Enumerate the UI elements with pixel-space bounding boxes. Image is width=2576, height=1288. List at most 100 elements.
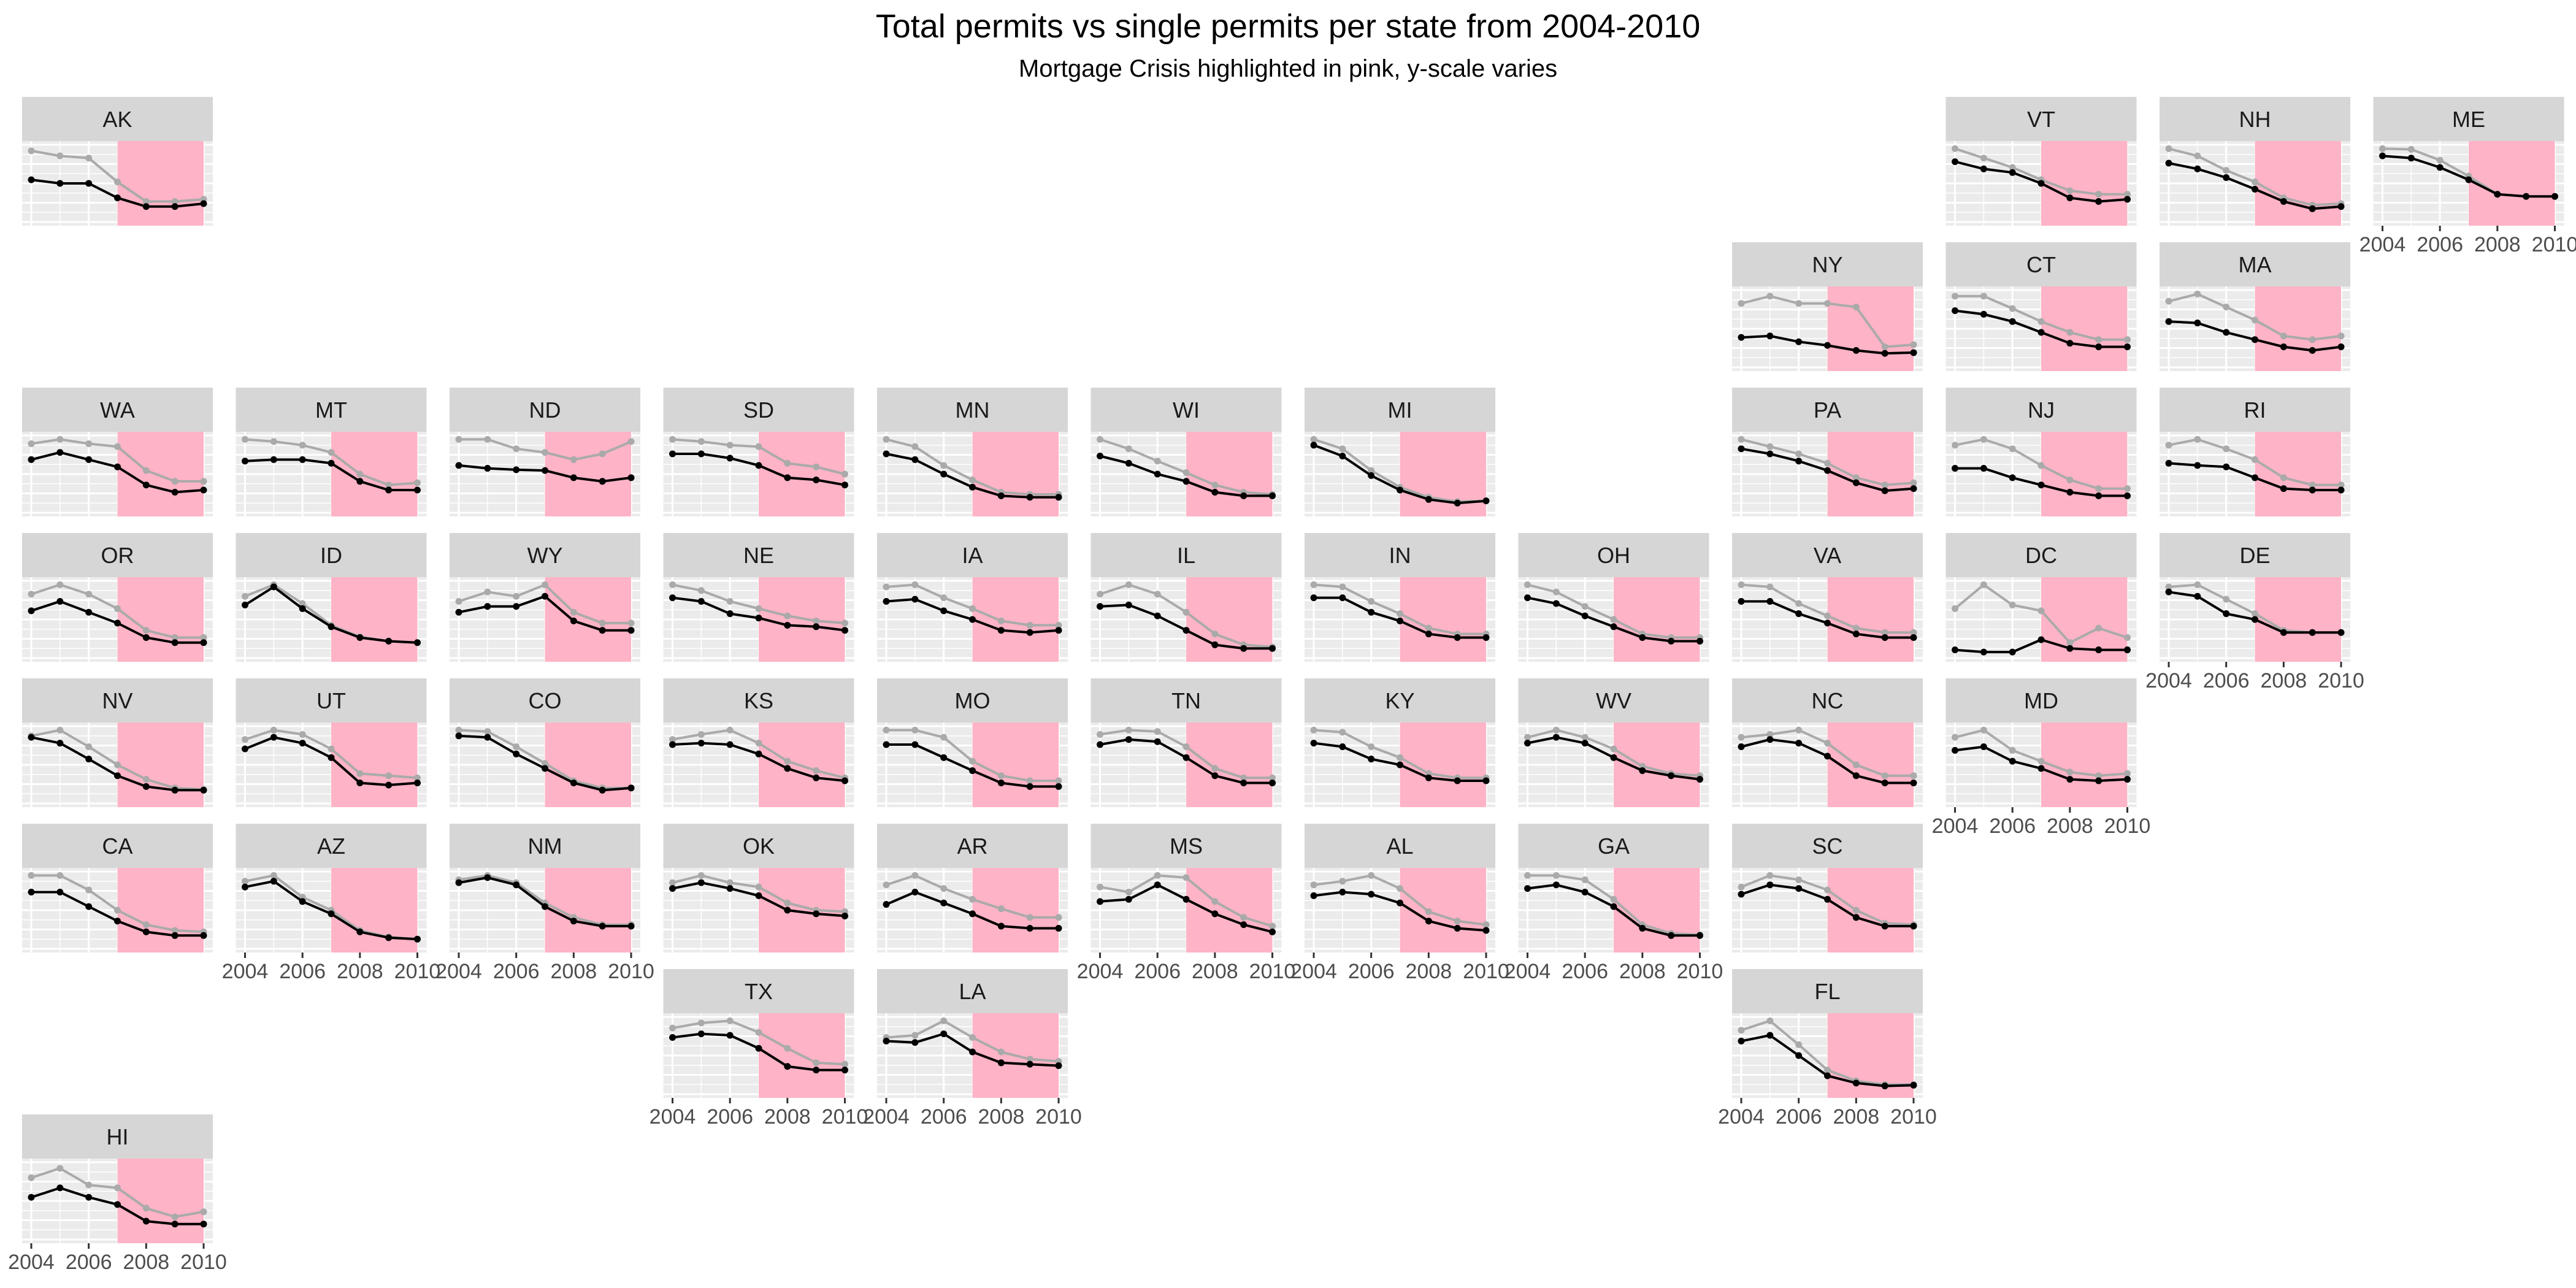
state-panel: TN bbox=[1091, 678, 1282, 807]
total-permits-point bbox=[455, 598, 462, 605]
single-permits-point bbox=[142, 928, 150, 935]
panel-state-label: GA bbox=[1598, 834, 1630, 859]
total-permits-point bbox=[1097, 883, 1103, 891]
single-permits-point bbox=[1824, 467, 1831, 474]
total-permits-point bbox=[1055, 914, 1062, 921]
crisis-highlight bbox=[545, 577, 631, 662]
single-permits-point bbox=[1425, 631, 1432, 638]
state-panel: AK bbox=[22, 97, 213, 226]
panel-strip bbox=[2160, 242, 2350, 286]
panel-state-label: MO bbox=[955, 688, 991, 713]
total-permits-point bbox=[997, 772, 1005, 780]
crisis-highlight bbox=[1827, 432, 1914, 516]
single-permits-point bbox=[1795, 458, 1803, 465]
x-axis-tick-label: 2008 bbox=[123, 1251, 170, 1274]
single-permits-point bbox=[2095, 646, 2103, 654]
crisis-highlight bbox=[117, 141, 204, 226]
panel-strip bbox=[877, 969, 1068, 1013]
single-permits-point bbox=[1952, 465, 1958, 472]
total-permits-point bbox=[513, 592, 520, 600]
single-permits-point bbox=[171, 1221, 178, 1228]
single-permits-point bbox=[1852, 772, 1860, 780]
total-permits-point bbox=[2124, 634, 2131, 641]
single-permits-point bbox=[1610, 903, 1617, 910]
single-permits-point bbox=[1154, 612, 1161, 619]
x-axis-tick-label: 2004 bbox=[222, 960, 269, 983]
total-permits-point bbox=[1397, 885, 1403, 892]
single-permits-point bbox=[2037, 636, 2045, 643]
total-permits-point bbox=[1339, 445, 1346, 453]
single-permits-point bbox=[142, 634, 150, 641]
total-permits-point bbox=[356, 770, 364, 777]
x-axis-tick-label: 2008 bbox=[1619, 960, 1666, 983]
state-panel: KY bbox=[1305, 678, 1495, 807]
single-permits-point bbox=[1766, 332, 1774, 340]
total-permits-point bbox=[1125, 581, 1132, 588]
total-permits-point bbox=[2165, 583, 2172, 591]
total-permits-point bbox=[1852, 304, 1860, 311]
total-permits-point bbox=[414, 774, 421, 781]
total-permits-point bbox=[755, 740, 762, 747]
panel-strip bbox=[1091, 678, 1282, 723]
total-permits-point bbox=[1240, 914, 1248, 921]
panel-state-label: IL bbox=[1177, 543, 1195, 568]
total-permits-point bbox=[1881, 772, 1888, 780]
panel-state-label: AK bbox=[102, 107, 132, 132]
panel-strip bbox=[1945, 388, 2137, 432]
total-permits-point bbox=[1125, 726, 1132, 734]
total-permits-point bbox=[1852, 907, 1860, 914]
single-permits-point bbox=[484, 465, 491, 472]
total-permits-point bbox=[114, 1184, 121, 1192]
total-permits-point bbox=[56, 726, 64, 734]
single-permits-point bbox=[841, 912, 848, 919]
crisis-highlight bbox=[331, 723, 418, 807]
panel-state-label: FL bbox=[1814, 979, 1840, 1004]
crisis-highlight bbox=[2041, 286, 2128, 371]
single-permits-point bbox=[1668, 772, 1675, 780]
total-permits-point bbox=[1910, 629, 1917, 636]
total-permits-point bbox=[2165, 442, 2172, 449]
total-permits-point bbox=[669, 581, 676, 588]
x-axis-tick-label: 2006 bbox=[707, 1105, 753, 1129]
total-permits-point bbox=[2009, 305, 2016, 312]
total-permits-point bbox=[1738, 581, 1745, 588]
x-axis-tick-label: 2008 bbox=[764, 1105, 811, 1129]
total-permits-point bbox=[697, 587, 705, 594]
state-panel: ND bbox=[450, 388, 640, 516]
single-permits-point bbox=[755, 750, 762, 757]
total-permits-point bbox=[1183, 469, 1190, 477]
single-permits-point bbox=[2095, 492, 2103, 499]
panel-strip bbox=[663, 388, 854, 432]
total-permits-point bbox=[1766, 293, 1774, 300]
single-permits-point bbox=[997, 627, 1005, 634]
single-permits-point bbox=[1026, 925, 1033, 932]
panel-strip bbox=[663, 824, 854, 868]
total-permits-point bbox=[1980, 435, 1987, 443]
single-permits-point bbox=[969, 483, 976, 491]
total-permits-point bbox=[1881, 481, 1888, 489]
panel-strip bbox=[1518, 533, 1709, 577]
crisis-highlight bbox=[1614, 868, 1700, 953]
total-permits-point bbox=[2009, 445, 2016, 453]
panel-strip bbox=[22, 97, 213, 141]
single-permits-point bbox=[171, 489, 178, 496]
single-permits-point bbox=[784, 765, 791, 772]
panel-state-label: KS bbox=[744, 688, 773, 713]
single-permits-point bbox=[726, 610, 734, 618]
x-axis-tick-label: 2004 bbox=[1932, 815, 1979, 838]
single-permits-point bbox=[627, 784, 635, 792]
single-permits-point bbox=[726, 1032, 734, 1039]
total-permits-point bbox=[28, 440, 35, 447]
total-permits-point bbox=[2095, 624, 2103, 632]
crisis-highlight bbox=[1186, 432, 1273, 516]
single-permits-point bbox=[1881, 350, 1888, 357]
single-permits-point bbox=[85, 756, 93, 763]
single-permits-point bbox=[1097, 898, 1103, 905]
chart-title: Total permits vs single permits per stat… bbox=[875, 8, 1701, 45]
total-permits-point bbox=[299, 442, 306, 449]
state-panel: MS 2004 2006 2008 2010 bbox=[1077, 824, 1295, 983]
single-permits-point bbox=[883, 741, 890, 748]
total-permits-point bbox=[142, 198, 150, 205]
total-permits-point bbox=[1581, 876, 1589, 883]
x-axis-tick-label: 2010 bbox=[822, 1105, 868, 1129]
